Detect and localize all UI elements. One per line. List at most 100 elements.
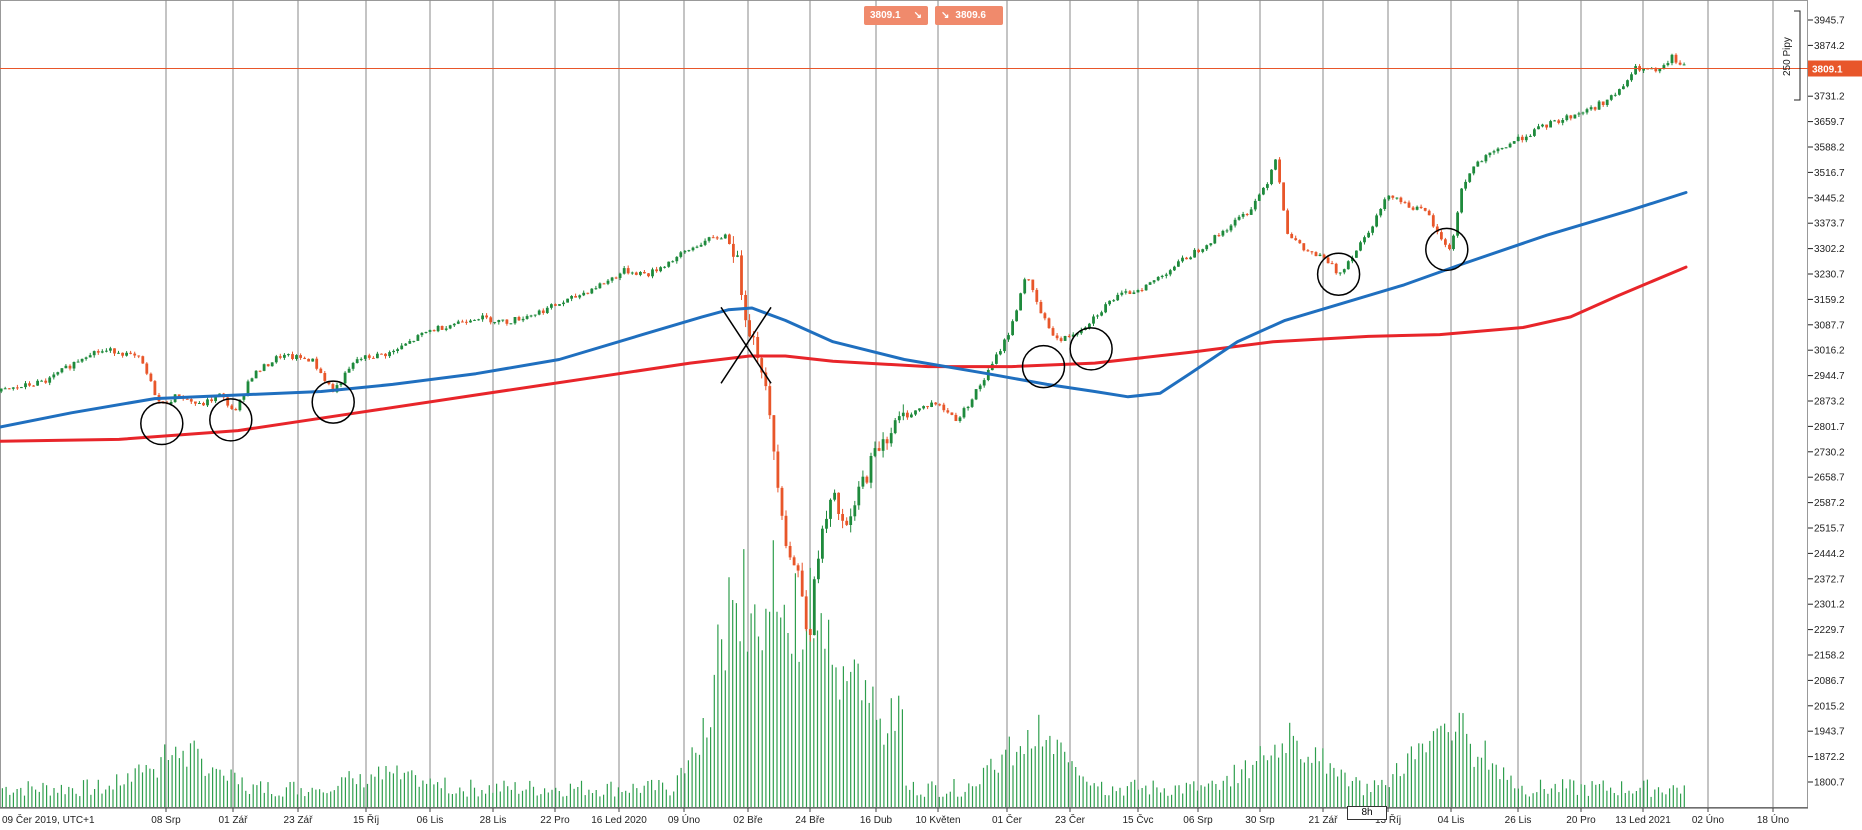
candle-body xyxy=(1156,277,1160,281)
candle-body xyxy=(817,558,820,580)
candle-body xyxy=(562,302,565,305)
candle-body xyxy=(1363,237,1366,243)
candle-body xyxy=(1456,212,1459,236)
candle-body xyxy=(537,310,541,315)
candle-body xyxy=(1306,250,1310,252)
candle-body xyxy=(129,352,132,354)
candle-body xyxy=(1476,161,1480,167)
candle-body xyxy=(1262,187,1265,195)
candle-body xyxy=(469,320,472,323)
candle-body xyxy=(145,363,149,374)
candle-body xyxy=(1177,261,1180,267)
candle-body xyxy=(509,323,513,325)
candle-body xyxy=(278,356,282,358)
buy-price-badge[interactable]: ↘ 3809.6 xyxy=(935,6,1003,25)
candle-body xyxy=(1209,243,1213,246)
y-tick-label: 3731.2 xyxy=(1814,92,1845,103)
candle-body xyxy=(736,255,739,257)
candle-body xyxy=(756,337,760,359)
candle-body xyxy=(1027,279,1031,281)
candle-body xyxy=(1541,124,1544,127)
candle-body xyxy=(614,277,618,279)
candle-body xyxy=(1201,249,1205,252)
candle-body xyxy=(1662,65,1666,69)
candle-body xyxy=(461,321,464,323)
candle-body xyxy=(728,234,731,244)
candle-body xyxy=(796,565,800,571)
x-tick-label: 26 Lis xyxy=(1505,815,1532,826)
candle-body xyxy=(853,505,857,517)
candle-body xyxy=(610,277,614,281)
candle-body xyxy=(962,408,966,418)
candle-body xyxy=(1181,257,1184,262)
candle-body xyxy=(630,272,634,274)
candle-body xyxy=(1100,312,1103,316)
candle-body xyxy=(586,292,590,294)
x-tick-label: 01 Čer xyxy=(992,813,1023,826)
candle-body xyxy=(869,456,873,483)
candle-body xyxy=(1112,300,1116,302)
candle-body xyxy=(914,410,917,415)
candle-body xyxy=(1213,235,1217,244)
candle-body xyxy=(772,415,776,452)
candle-body xyxy=(906,412,909,418)
candle-body xyxy=(169,402,173,404)
x-tick-label: 24 Bře xyxy=(795,815,825,826)
candle-body xyxy=(1666,63,1670,66)
candle-body xyxy=(1108,300,1111,305)
sell-price-badge[interactable]: 3809.1 ↘ xyxy=(864,6,928,25)
y-tick-label: 3588.2 xyxy=(1814,143,1845,154)
candle-body xyxy=(1160,275,1164,277)
candle-body xyxy=(999,351,1002,355)
candle-body xyxy=(1529,135,1532,137)
annotation-circle xyxy=(1069,327,1113,371)
candle-body xyxy=(60,368,64,373)
candle-body xyxy=(198,403,201,404)
candle-body xyxy=(594,288,598,290)
candle-body xyxy=(68,365,72,369)
candle-body xyxy=(505,319,509,324)
candle-body xyxy=(226,397,230,406)
candle-body xyxy=(812,579,816,636)
x-tick-label: 09 Úno xyxy=(668,813,701,826)
candle-body xyxy=(1047,318,1051,329)
candle-body xyxy=(1383,199,1387,209)
candle-body xyxy=(1298,240,1302,244)
candle-body xyxy=(651,269,654,277)
x-tick-label: 01 Zář xyxy=(219,815,249,826)
candle-body xyxy=(408,341,412,344)
candle-body xyxy=(100,351,104,353)
candle-body xyxy=(837,492,840,514)
candle-body xyxy=(1132,292,1136,294)
candle-body xyxy=(1266,184,1269,188)
candle-body xyxy=(1512,141,1516,144)
candle-body xyxy=(1173,266,1176,271)
candle-body xyxy=(885,439,889,444)
annotation-circle xyxy=(1316,252,1361,296)
candle-body xyxy=(1096,315,1099,317)
candle-body xyxy=(20,387,23,389)
candle-body xyxy=(748,320,751,337)
candle-body xyxy=(347,368,351,373)
x-tick-label: 22 Pro xyxy=(540,815,570,826)
x-tick-label: 13 Led 2021 xyxy=(1615,815,1671,826)
candle-body xyxy=(1460,188,1463,213)
candle-body xyxy=(1185,257,1188,260)
candle-body xyxy=(1351,257,1354,262)
y-tick-label: 2944.7 xyxy=(1814,371,1845,382)
candle-body xyxy=(529,315,533,317)
candle-body xyxy=(202,403,205,406)
candle-body xyxy=(372,357,375,359)
candle-body xyxy=(995,354,998,364)
annotation-circle xyxy=(209,398,253,442)
candle-body xyxy=(388,352,391,357)
candle-body xyxy=(448,325,452,329)
candle-body xyxy=(299,355,302,358)
candle-body xyxy=(643,272,646,274)
candle-body xyxy=(808,629,812,635)
timeframe-selector[interactable]: 8h xyxy=(1347,806,1387,820)
candle-body xyxy=(270,362,274,367)
candle-body xyxy=(784,515,788,546)
